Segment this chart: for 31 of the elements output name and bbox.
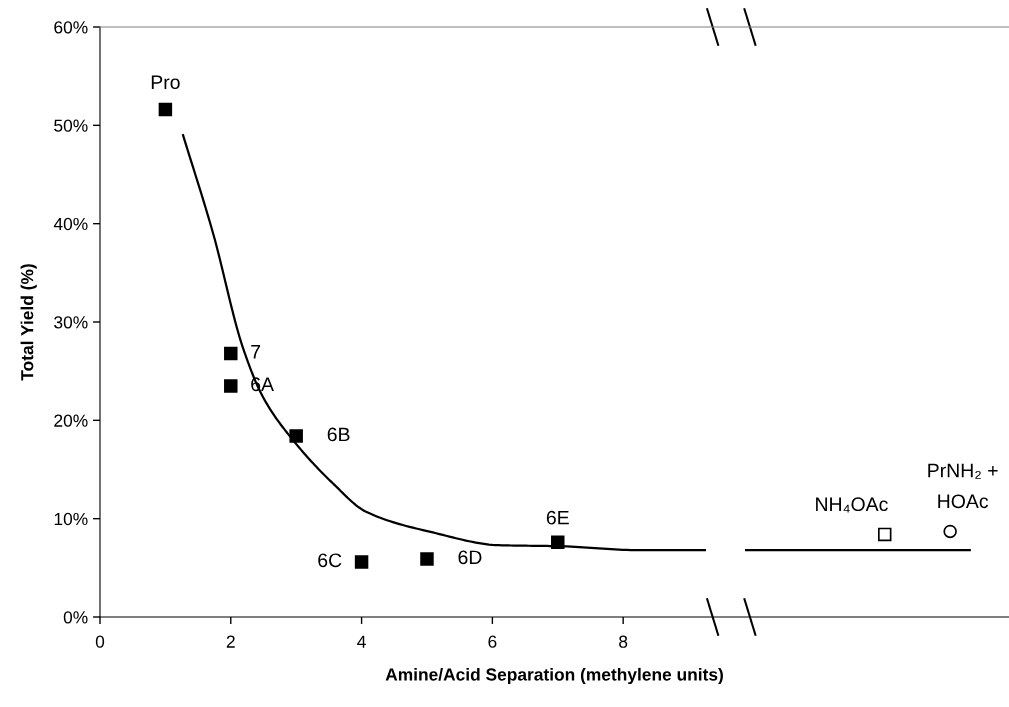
annotation: 6C [318,553,342,568]
x-tick-label: 8 [619,635,628,648]
point [943,524,957,539]
y-axis-title: Total Yield (%) [20,264,37,381]
annotation: 6E [546,510,569,525]
x-tick-label: 0 [95,635,105,648]
annotation: 6B [327,427,350,442]
x-axis-title: Amine/Acid Separation (methylene units) [385,667,723,685]
point [420,552,434,566]
annotation: Pro [151,75,180,90]
y-tick-label: 20% [54,414,88,427]
point [158,102,173,117]
y-tick-label: 60% [54,21,88,34]
point [878,527,892,542]
x-tick-label: 2 [226,635,235,648]
y-tick-label: 50% [54,119,88,132]
point [551,535,565,550]
y-tick-label: 10% [54,512,88,526]
x-tick-label: 4 [357,635,366,648]
point [289,429,303,443]
y-tick-label: 0% [63,611,88,624]
point [224,346,238,361]
point [224,379,238,393]
annotation: PrNH₂ + HOAc [928,463,998,509]
y-tick-label: 30% [54,316,88,329]
y-tick-label: 40% [53,217,88,231]
annotation: NH₄OAc [816,497,888,513]
annotation: 7 [251,345,261,359]
point [354,555,369,569]
x-tick-label: 6 [488,635,497,648]
annotation: 6D [458,550,482,565]
